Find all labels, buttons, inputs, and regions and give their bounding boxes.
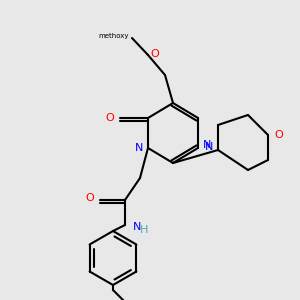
Text: methoxy: methoxy xyxy=(98,33,129,39)
Text: O: O xyxy=(150,49,159,59)
Text: H: H xyxy=(140,225,148,235)
Text: N: N xyxy=(135,143,143,153)
Text: O: O xyxy=(85,193,94,203)
Text: N: N xyxy=(133,222,141,232)
Text: O: O xyxy=(274,130,283,140)
Text: O: O xyxy=(105,113,114,123)
Text: N: N xyxy=(203,140,212,150)
Text: N: N xyxy=(205,142,213,152)
